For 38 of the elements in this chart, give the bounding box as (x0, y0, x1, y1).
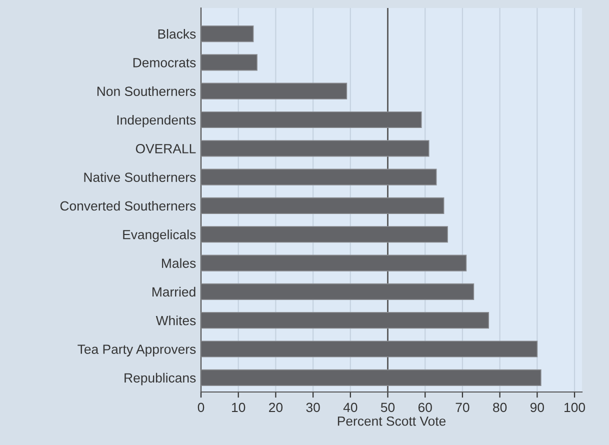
y-tick-label: Tea Party Approvers (78, 344, 196, 357)
bar (201, 140, 430, 157)
y-tick-label: Independents (117, 114, 196, 128)
bar (201, 226, 448, 243)
y-tick-label: Democrats (133, 58, 196, 68)
y-tick-label: OVERALL (136, 144, 196, 154)
bar (201, 369, 542, 386)
bar (201, 312, 490, 329)
x-tick-label: 80 (493, 402, 507, 412)
y-tick-label: Converted Southerners (60, 200, 196, 211)
y-tick-label: Evangelicals (123, 230, 196, 242)
bar (201, 111, 422, 128)
x-tick-label: 10 (232, 402, 246, 412)
y-tick-label: Married (152, 286, 196, 297)
y-tick-label: Whites (156, 316, 196, 326)
x-tick-label: 0 (198, 402, 204, 412)
y-tick-label: Non Southerners (97, 86, 196, 96)
x-tick-label: 50 (380, 402, 395, 412)
bar (201, 54, 258, 71)
y-tick-label: Blacks (158, 29, 196, 39)
bar (201, 168, 437, 186)
bar (201, 25, 254, 42)
x-tick-label: 40 (343, 402, 358, 412)
x-tick-label: 90 (530, 402, 544, 412)
y-tick-label: Males (162, 258, 196, 268)
bar (201, 197, 444, 214)
y-tick-label: Republicans (124, 372, 196, 386)
x-axis-title: Percent Scott Vote (338, 416, 446, 426)
bar (201, 254, 467, 272)
x-tick-label: 70 (456, 402, 470, 412)
x-tick-label: 60 (418, 402, 432, 412)
bar (201, 82, 348, 100)
x-tick-label: 100 (564, 402, 586, 412)
y-tick-label: Native Southerners (84, 172, 196, 182)
bar (201, 340, 538, 358)
x-tick-label: 20 (269, 402, 283, 412)
bar (201, 283, 474, 300)
x-tick-label: 30 (306, 402, 320, 412)
